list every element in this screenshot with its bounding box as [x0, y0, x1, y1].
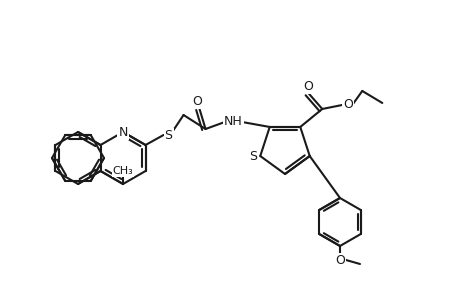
Text: S: S	[249, 149, 257, 163]
Text: O: O	[192, 94, 202, 107]
Text: N: N	[118, 125, 128, 139]
Text: CH₃: CH₃	[112, 166, 133, 176]
Text: S: S	[164, 128, 172, 142]
Text: O: O	[302, 80, 313, 94]
Text: O: O	[334, 254, 344, 266]
Text: O: O	[342, 98, 353, 112]
Text: NH: NH	[224, 115, 242, 128]
